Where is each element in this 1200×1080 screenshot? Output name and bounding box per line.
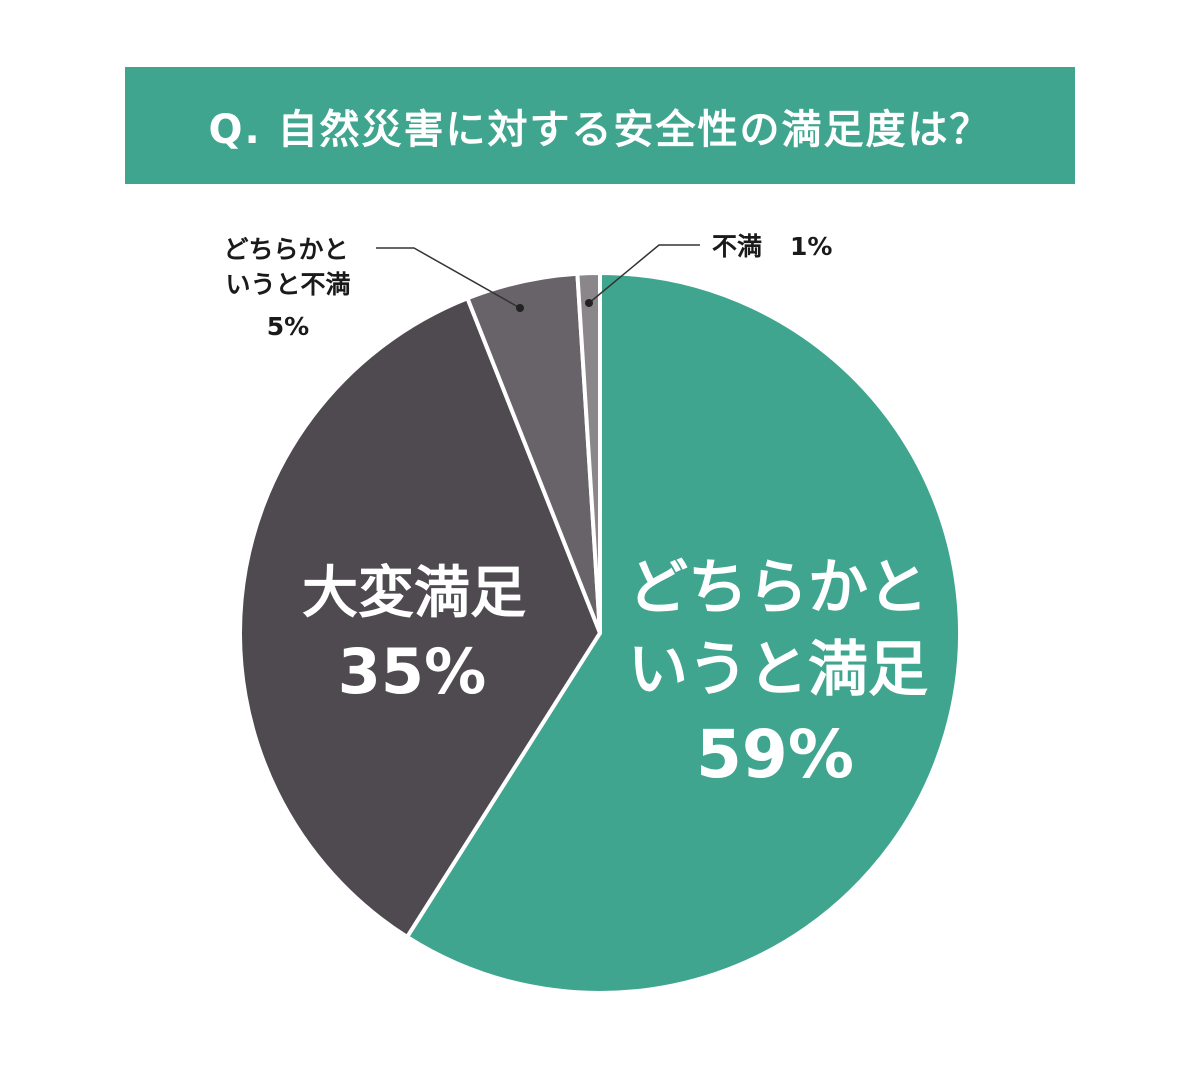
slice-label-very-satisfied: 大変満足: [302, 561, 526, 626]
outside-label-dissatisfied-somewhat-line1: どちらかと: [223, 235, 348, 264]
slice-value-satisfied-somewhat: 59%: [696, 716, 854, 793]
pie-slices: [238, 271, 962, 995]
pie-slice-dissatisfied: [575, 271, 602, 635]
leader-line-dissatisfied-somewhat: [376, 247, 524, 312]
slice-label-satisfied-somewhat-line1: どちらかと: [628, 553, 928, 623]
outside-value-dissatisfied: 1%: [790, 232, 832, 261]
chart-title-bar: Q. 自然災害に対する安全性の満足度は？: [125, 67, 1075, 184]
leader-line-dissatisfied: [585, 244, 700, 307]
chart-title: Q. 自然災害に対する安全性の満足度は？: [208, 106, 992, 153]
pie-slice-very-satisfied: [238, 296, 602, 939]
pie-slice-somewhat-satisfied: [405, 271, 962, 995]
slice-value-very-satisfied: 35%: [338, 635, 486, 708]
outside-label-dissatisfied: 不満: [712, 232, 762, 261]
outside-value-dissatisfied-somewhat: 5%: [267, 312, 309, 341]
slice-label-satisfied-somewhat-line2: いうと満足: [628, 635, 928, 705]
outside-label-dissatisfied-somewhat-line2: いうと不満: [225, 270, 350, 299]
